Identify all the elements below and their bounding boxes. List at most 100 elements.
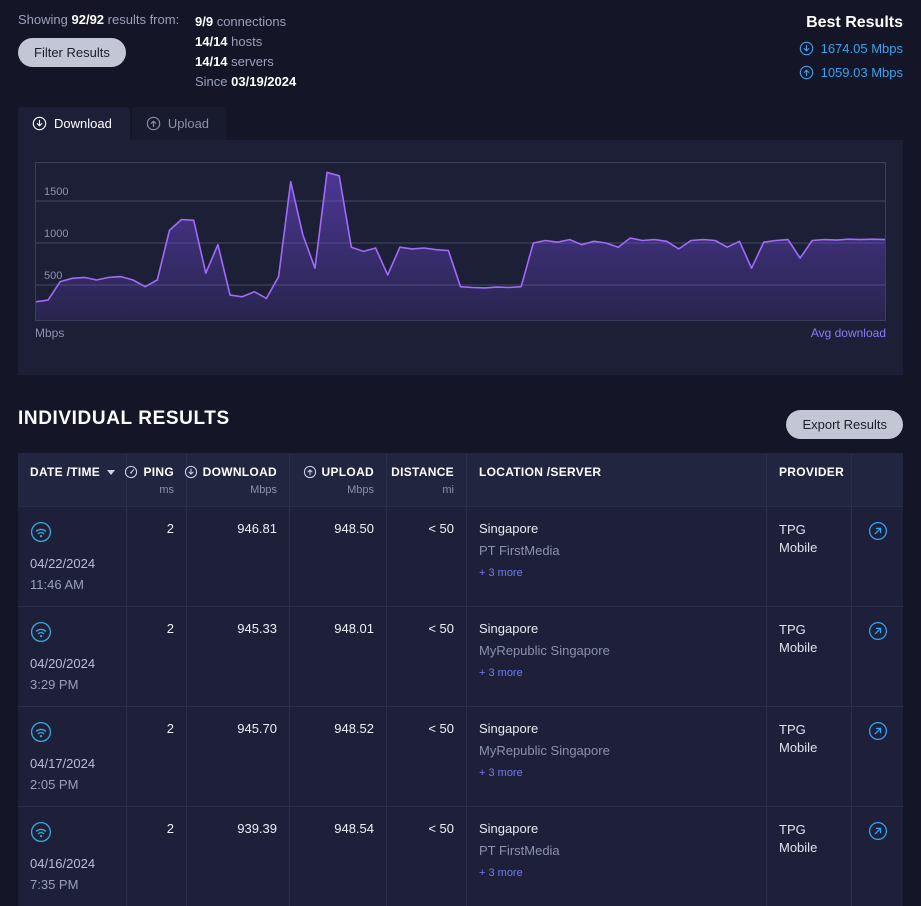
provider-name: TPG Mobile	[767, 507, 852, 606]
column-header-distance: DISTANCE mi	[387, 453, 467, 506]
export-results-button[interactable]: Export Results	[786, 410, 903, 439]
upload-circle-icon	[799, 65, 813, 80]
result-date: 04/20/2024	[30, 656, 96, 671]
ping-value: 2	[127, 707, 187, 806]
provider-name: TPG Mobile	[767, 707, 852, 806]
column-header-link	[852, 453, 903, 506]
best-upload-value: 1059.03 Mbps	[820, 65, 903, 80]
server-name: PT FirstMedia	[479, 543, 560, 558]
location-server-cell: Singapore PT FirstMedia + 3 more	[467, 507, 767, 606]
since-stat: Since 03/19/2024	[195, 74, 297, 89]
upload-value: 948.54	[290, 807, 387, 906]
ping-gauge-icon	[125, 465, 138, 479]
server-name: MyRepublic Singapore	[479, 743, 610, 758]
more-servers-link[interactable]: + 3 more	[479, 767, 523, 779]
chart-plot: 500 1000 1500	[35, 162, 886, 321]
servers-stat: 14/14 servers	[195, 54, 274, 69]
chart-line	[36, 172, 885, 301]
download-circle-icon	[32, 116, 47, 131]
filter-summary-stats: 9/9 connections 14/14 hosts 14/14 server…	[195, 12, 296, 92]
y-tick-label: 500	[44, 270, 63, 282]
download-circle-icon	[799, 41, 813, 56]
download-value: 939.39	[187, 807, 290, 906]
more-servers-link[interactable]: + 3 more	[479, 567, 523, 579]
wifi-connection-icon	[30, 721, 52, 743]
location-server-cell: Singapore MyRepublic Singapore + 3 more	[467, 707, 767, 806]
column-header-date-time[interactable]: DATE /TIME	[18, 453, 127, 506]
location-server-cell: Singapore PT FirstMedia + 3 more	[467, 807, 767, 906]
best-results-title: Best Results	[806, 14, 903, 31]
server-name: PT FirstMedia	[479, 843, 560, 858]
result-link-cell	[852, 507, 903, 606]
location-city: Singapore	[479, 821, 539, 836]
result-link-cell	[852, 707, 903, 806]
date-time-cell: 04/17/2024 2:05 PM	[18, 707, 127, 806]
date-time-cell: 04/20/2024 3:29 PM	[18, 607, 127, 706]
result-time: 3:29 PM	[30, 677, 79, 692]
chart-tabs: Download Upload	[18, 107, 903, 140]
download-circle-icon	[184, 465, 197, 479]
table-row: 04/17/2024 2:05 PM 2 945.70 948.52 < 50 …	[18, 706, 903, 806]
chart-legend-avg-download: Avg download	[810, 326, 886, 340]
upload-value: 948.52	[290, 707, 387, 806]
column-header-upload: UPLOAD Mbps	[290, 453, 387, 506]
download-unit: Mbps	[250, 484, 277, 496]
chart-area-fill	[36, 172, 885, 320]
chart-footer: Mbps Avg download	[35, 326, 886, 340]
tab-download[interactable]: Download	[18, 107, 130, 140]
open-result-icon[interactable]	[868, 721, 888, 741]
distance-unit: mi	[442, 484, 454, 496]
tab-download-label: Download	[54, 116, 112, 131]
tab-upload-label: Upload	[167, 116, 210, 131]
distance-value: < 50	[387, 807, 467, 906]
wifi-connection-icon	[30, 621, 52, 643]
hosts-stat: 14/14 hosts	[195, 34, 263, 49]
table-row: 04/16/2024 7:35 PM 2 939.39 948.54 < 50 …	[18, 806, 903, 906]
date-time-cell: 04/16/2024 7:35 PM	[18, 807, 127, 906]
open-result-icon[interactable]	[868, 821, 888, 841]
result-link-cell	[852, 607, 903, 706]
result-time: 2:05 PM	[30, 777, 79, 792]
more-servers-link[interactable]: + 3 more	[479, 867, 523, 879]
download-value: 946.81	[187, 507, 290, 606]
best-download-value: 1674.05 Mbps	[820, 41, 903, 56]
server-name: MyRepublic Singapore	[479, 643, 610, 658]
filter-results-button[interactable]: Filter Results	[18, 38, 126, 67]
result-link-cell	[852, 807, 903, 906]
upload-circle-icon	[146, 116, 161, 131]
tab-upload[interactable]: Upload	[131, 107, 228, 140]
ping-value: 2	[127, 507, 187, 606]
y-tick-label: 1000	[44, 228, 69, 240]
individual-results-title: INDIVIDUAL RESULTS	[18, 408, 230, 429]
best-download: 1674.05 Mbps	[799, 41, 903, 56]
best-results-panel: Best Results 1674.05 Mbps 1059.03 Mbps	[799, 12, 903, 80]
ping-unit: ms	[159, 484, 174, 496]
table-row: 04/22/2024 11:46 AM 2 946.81 948.50 < 50…	[18, 506, 903, 606]
y-tick-label: 1500	[44, 186, 69, 198]
upload-value: 948.50	[290, 507, 387, 606]
result-time: 7:35 PM	[30, 877, 79, 892]
result-time: 11:46 AM	[30, 577, 84, 592]
column-header-download: DOWNLOAD Mbps	[184, 453, 290, 506]
location-city: Singapore	[479, 721, 539, 736]
results-table: DATE /TIME PING ms DOWNLOAD	[18, 453, 903, 906]
download-value: 945.70	[187, 707, 290, 806]
distance-value: < 50	[387, 707, 467, 806]
open-result-icon[interactable]	[868, 521, 888, 541]
location-city: Singapore	[479, 621, 539, 636]
ping-value: 2	[127, 607, 187, 706]
date-time-cell: 04/22/2024 11:46 AM	[18, 507, 127, 606]
summary-header: Showing 92/92 results from: Filter Resul…	[0, 0, 921, 92]
open-result-icon[interactable]	[868, 621, 888, 641]
download-history-chart	[36, 163, 885, 320]
location-server-cell: Singapore MyRepublic Singapore + 3 more	[467, 607, 767, 706]
showing-results-text: Showing 92/92 results from:	[18, 12, 195, 27]
connections-stat: 9/9 connections	[195, 14, 287, 29]
distance-value: < 50	[387, 607, 467, 706]
table-body: 04/22/2024 11:46 AM 2 946.81 948.50 < 50…	[18, 506, 903, 906]
individual-results-header: INDIVIDUAL RESULTS Export Results	[18, 399, 903, 439]
upload-circle-icon	[303, 465, 316, 479]
distance-value: < 50	[387, 507, 467, 606]
showing-prefix: Showing	[18, 12, 68, 27]
more-servers-link[interactable]: + 3 more	[479, 667, 523, 679]
